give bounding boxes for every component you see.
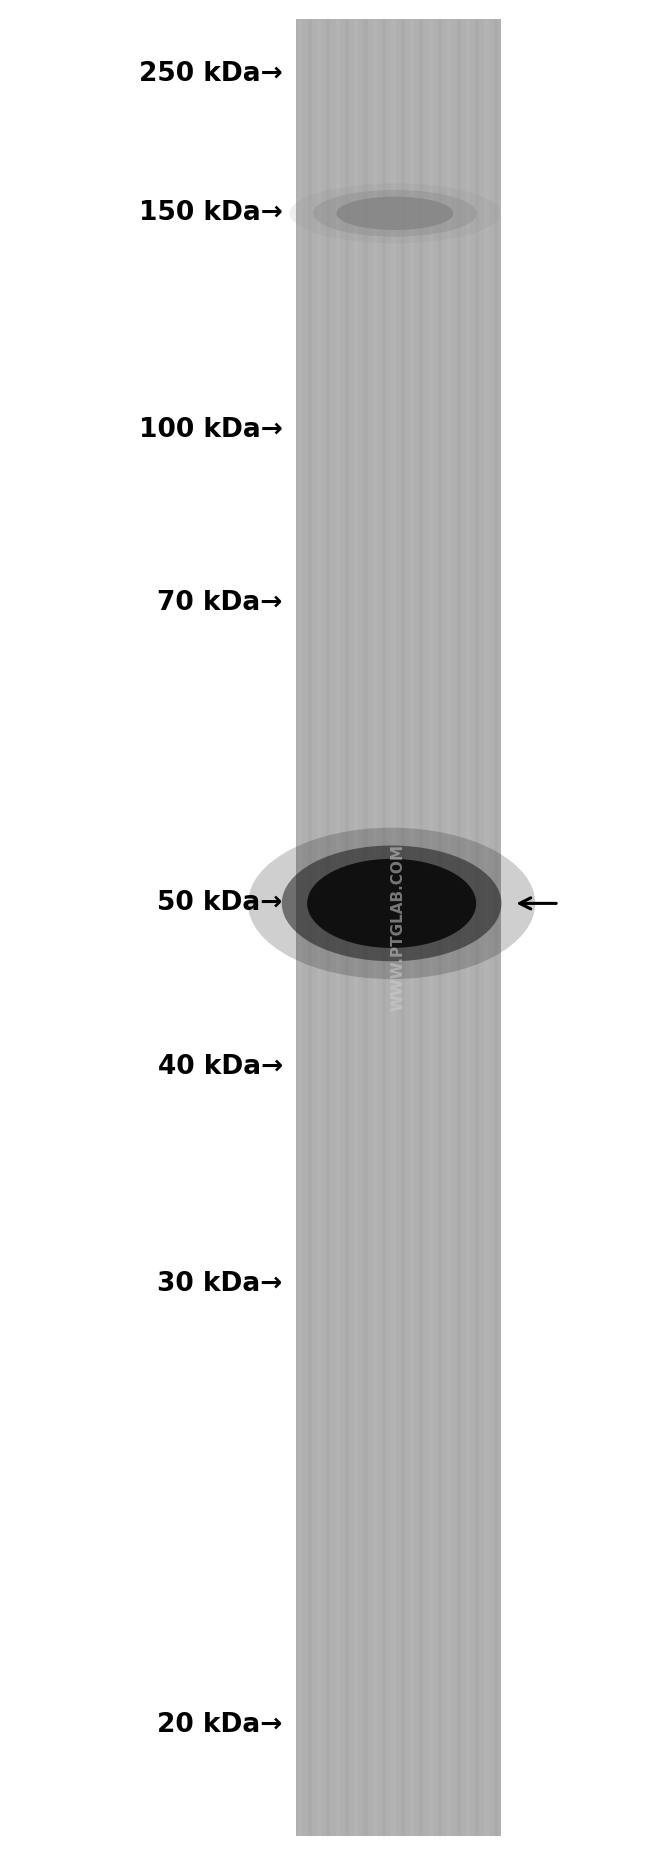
Bar bbox=[410, 19, 414, 1836]
Bar bbox=[382, 19, 386, 1836]
Text: 40 kDa→: 40 kDa→ bbox=[157, 1054, 283, 1080]
Ellipse shape bbox=[248, 827, 536, 979]
Text: WWW.PTGLAB.COM: WWW.PTGLAB.COM bbox=[391, 844, 406, 1011]
Bar bbox=[326, 19, 330, 1836]
Bar bbox=[307, 19, 312, 1836]
Ellipse shape bbox=[307, 859, 476, 948]
Bar bbox=[438, 19, 442, 1836]
Bar bbox=[317, 19, 321, 1836]
Bar bbox=[363, 19, 368, 1836]
Bar bbox=[456, 19, 461, 1836]
Text: 50 kDa→: 50 kDa→ bbox=[157, 890, 283, 916]
Bar bbox=[428, 19, 433, 1836]
Ellipse shape bbox=[281, 846, 502, 961]
Bar bbox=[345, 19, 349, 1836]
Text: 30 kDa→: 30 kDa→ bbox=[157, 1271, 283, 1297]
Bar bbox=[475, 19, 479, 1836]
Bar bbox=[484, 19, 489, 1836]
Text: 150 kDa→: 150 kDa→ bbox=[139, 200, 283, 226]
Bar bbox=[494, 19, 498, 1836]
Text: 70 kDa→: 70 kDa→ bbox=[157, 590, 283, 616]
Bar bbox=[296, 19, 500, 1836]
Bar bbox=[466, 19, 470, 1836]
Bar bbox=[372, 19, 377, 1836]
Bar bbox=[419, 19, 424, 1836]
Bar bbox=[400, 19, 405, 1836]
Text: 100 kDa→: 100 kDa→ bbox=[139, 417, 283, 443]
Ellipse shape bbox=[290, 184, 500, 243]
Bar bbox=[335, 19, 340, 1836]
Text: 250 kDa→: 250 kDa→ bbox=[139, 61, 283, 87]
Ellipse shape bbox=[313, 189, 476, 237]
Bar bbox=[391, 19, 396, 1836]
Bar bbox=[298, 19, 302, 1836]
Bar bbox=[447, 19, 451, 1836]
Text: 20 kDa→: 20 kDa→ bbox=[157, 1712, 283, 1738]
Bar bbox=[354, 19, 358, 1836]
Ellipse shape bbox=[337, 197, 454, 230]
